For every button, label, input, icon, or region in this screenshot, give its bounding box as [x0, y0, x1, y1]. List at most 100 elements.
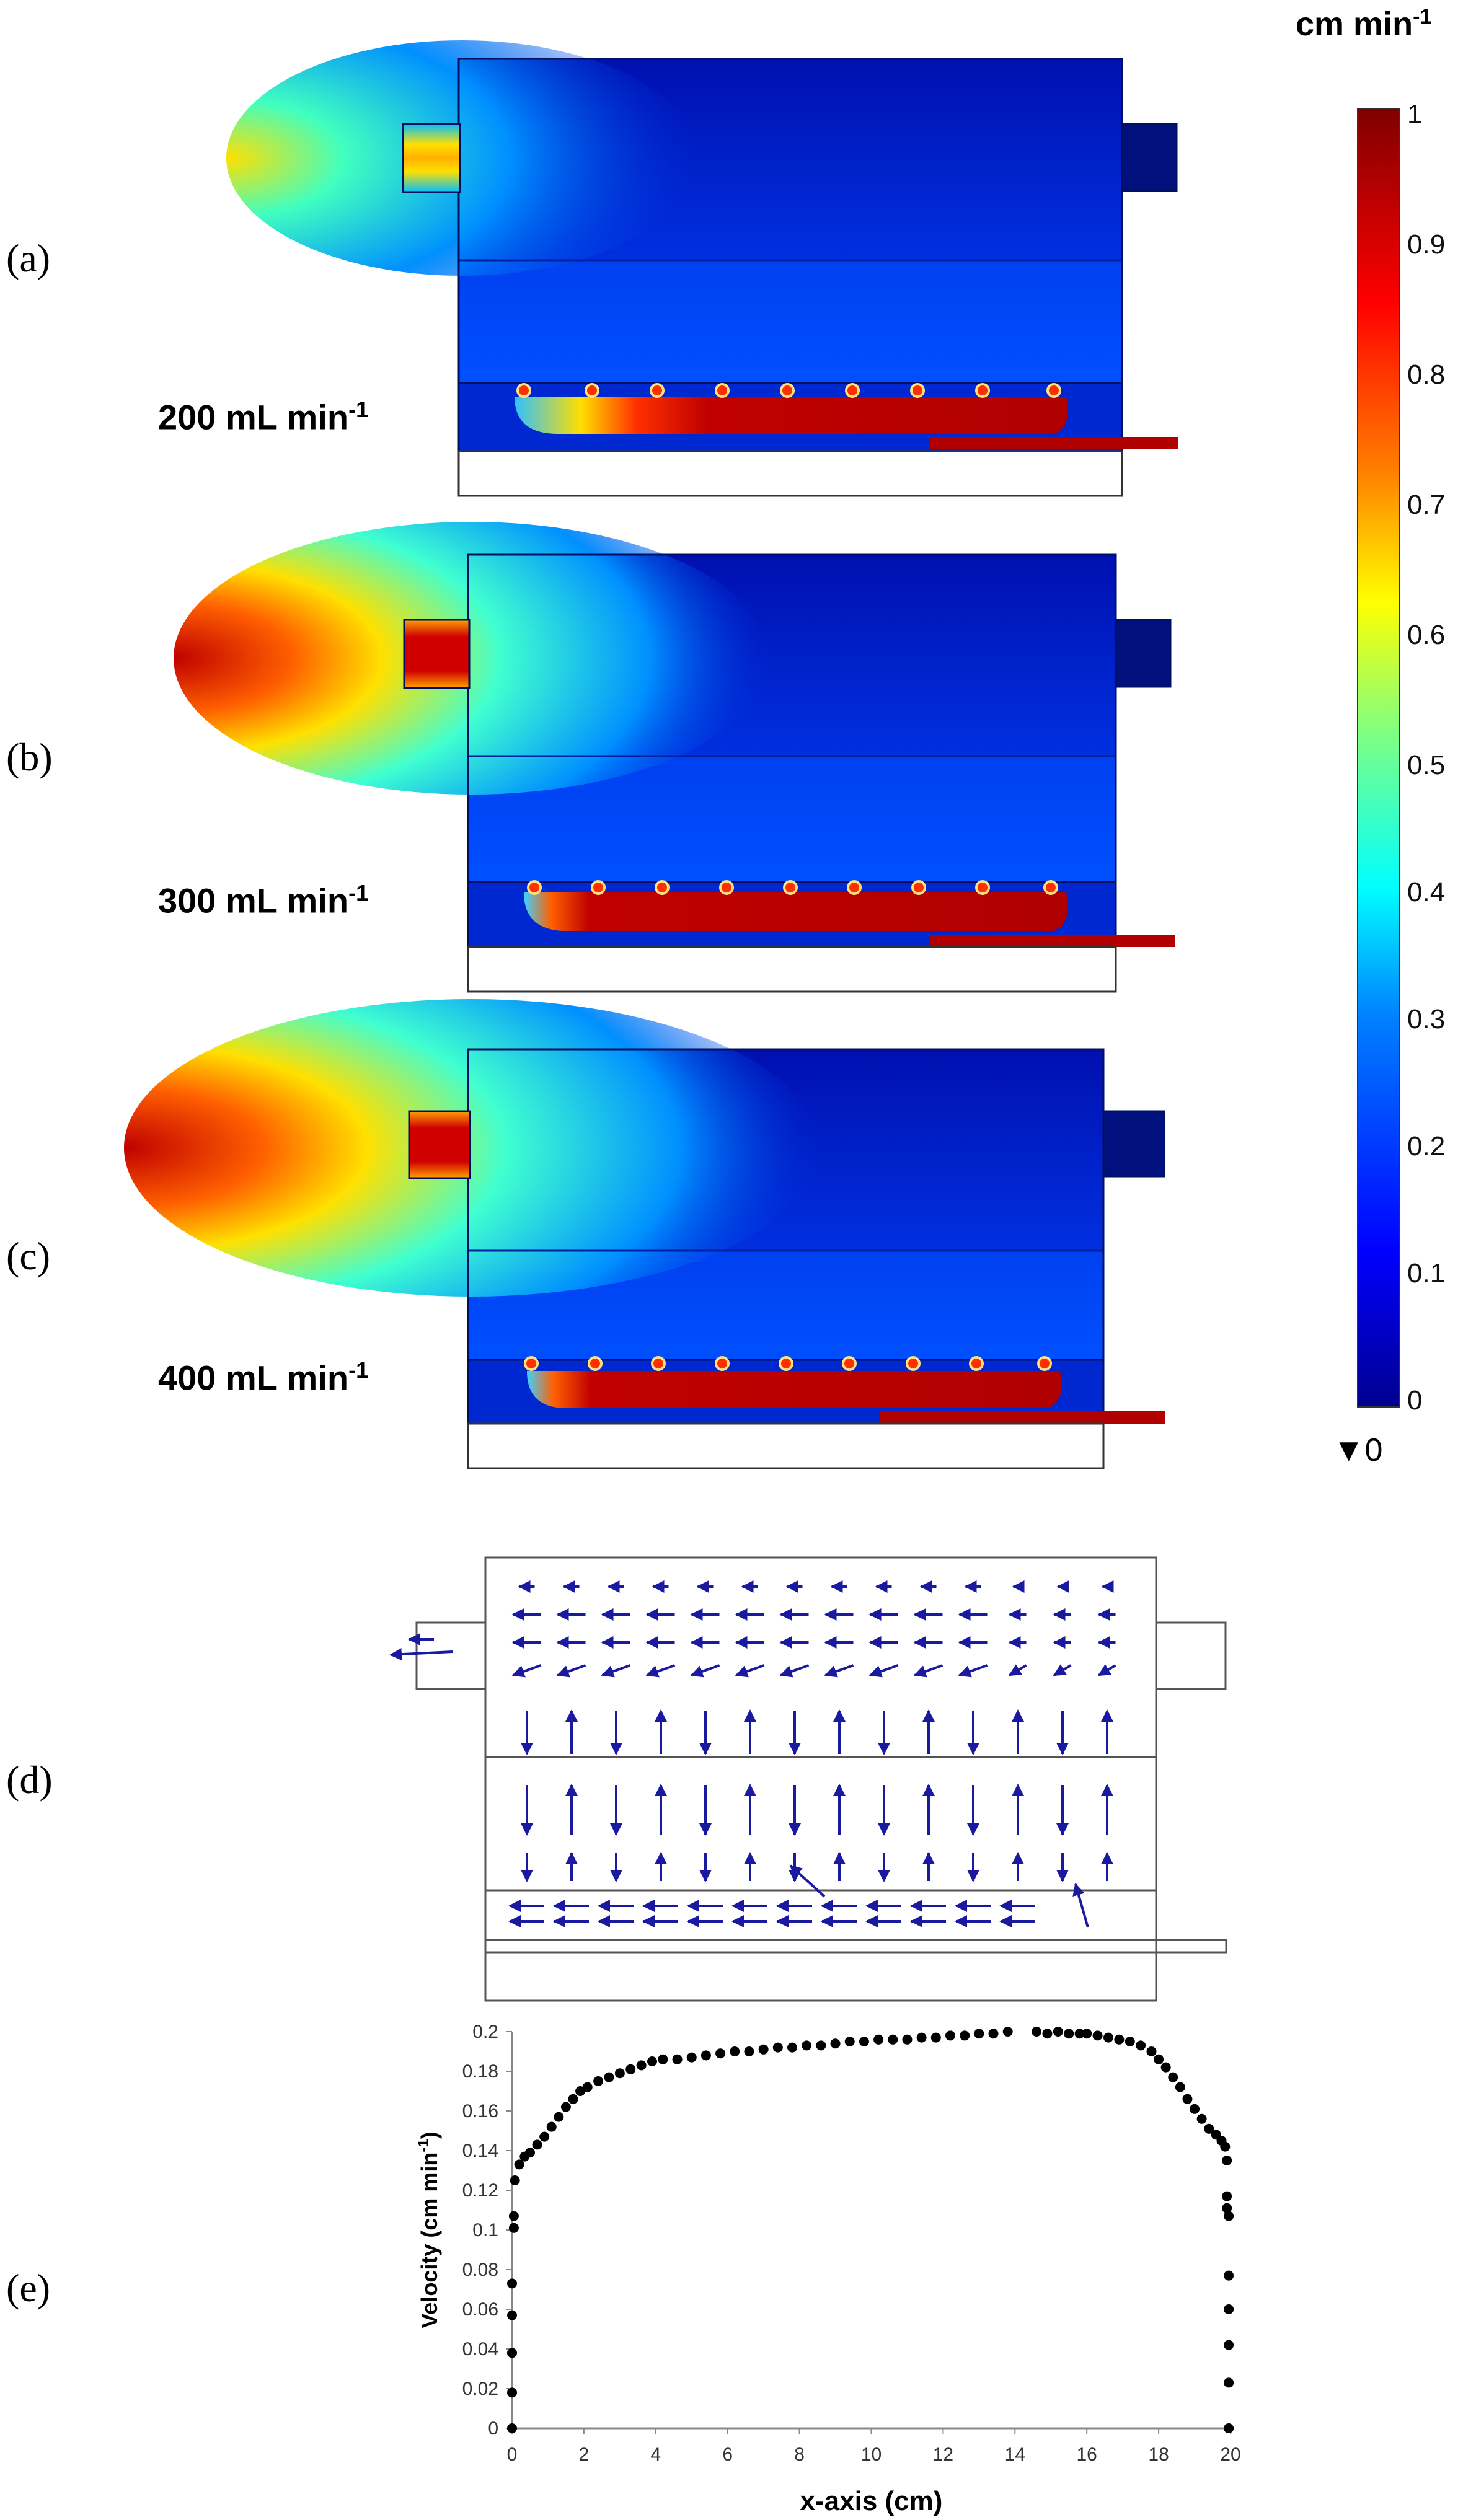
- data-point: [902, 2034, 913, 2045]
- data-point: [1224, 2340, 1234, 2350]
- data-point: [988, 2029, 999, 2039]
- x-tick-label: 14: [1005, 2444, 1025, 2465]
- data-point: [1064, 2029, 1074, 2039]
- data-point: [873, 2034, 884, 2045]
- flow-arrow: [389, 1648, 453, 1661]
- colorbar-tick-label: 0.5: [1407, 750, 1446, 780]
- flow-arrow: [511, 1664, 542, 1678]
- y-tick-label: 0.06: [462, 2299, 498, 2320]
- data-point: [1146, 2046, 1157, 2056]
- data-point: [1224, 2211, 1234, 2221]
- colorbar-tick-label: 0.4: [1407, 877, 1446, 907]
- colorbar-tick-label: 0.2: [1407, 1131, 1446, 1161]
- data-point: [830, 2038, 841, 2049]
- data-point: [1154, 2054, 1164, 2064]
- y-tick-label: 0.1: [472, 2220, 498, 2240]
- data-point: [1204, 2123, 1214, 2134]
- data-point: [604, 2072, 614, 2082]
- data-point: [1175, 2082, 1185, 2092]
- data-point: [647, 2056, 658, 2066]
- data-point: [1168, 2072, 1178, 2082]
- data-point: [1190, 2104, 1200, 2114]
- data-point: [672, 2054, 683, 2064]
- data-point: [560, 2102, 571, 2112]
- data-point: [1125, 2037, 1135, 2046]
- flow-arrow: [1053, 1664, 1072, 1676]
- data-point: [1224, 2423, 1234, 2433]
- data-point: [1092, 2030, 1103, 2041]
- data-point: [802, 2040, 812, 2051]
- data-point: [758, 2044, 769, 2055]
- x-tick-label: 20: [1220, 2444, 1240, 2465]
- contour-panel-a: [226, 40, 1178, 497]
- flow-arrow: [913, 1664, 943, 1678]
- data-point: [532, 2139, 542, 2150]
- flow-arrow: [1097, 1664, 1116, 1676]
- data-point: [614, 2068, 625, 2079]
- data-point: [1103, 2032, 1113, 2043]
- x-axis-label: x-axis (cm): [800, 2486, 943, 2516]
- data-point: [787, 2042, 798, 2053]
- y-tick-label: 0.2: [472, 2022, 498, 2042]
- flow-arrow: [601, 1664, 631, 1678]
- flow-arrow: [824, 1664, 854, 1678]
- data-point: [1136, 2040, 1146, 2051]
- flow-arrow: [789, 1864, 826, 1898]
- y-tick-label: 0.14: [462, 2141, 498, 2161]
- data-point: [1224, 2270, 1234, 2281]
- data-point: [1053, 2027, 1063, 2037]
- data-point: [507, 2310, 517, 2320]
- x-tick-label: 0: [507, 2444, 518, 2465]
- colorbar-title: cm min-1: [1296, 5, 1432, 43]
- data-point: [1222, 2191, 1232, 2201]
- data-point: [772, 2042, 783, 2053]
- flow-arrow: [779, 1664, 810, 1678]
- data-point: [593, 2076, 604, 2086]
- data-point: [568, 2094, 578, 2104]
- colorbar-tick-label: 0.6: [1407, 620, 1446, 650]
- x-tick-label: 6: [722, 2444, 733, 2465]
- data-point: [816, 2040, 826, 2051]
- flow-arrow: [645, 1664, 676, 1678]
- flow-label-300: 300 mL min-1: [158, 880, 369, 920]
- data-point: [859, 2037, 869, 2046]
- data-point: [744, 2046, 754, 2056]
- colorbar-tick-label: 0.8: [1407, 359, 1446, 390]
- flow-arrow: [868, 1664, 899, 1678]
- flow-arrow: [735, 1664, 765, 1678]
- data-point: [1222, 2156, 1232, 2165]
- data-point: [507, 2278, 517, 2289]
- data-point: [1220, 2141, 1231, 2152]
- data-point: [582, 2082, 593, 2092]
- data-point: [524, 2148, 535, 2158]
- data-point: [508, 2223, 519, 2233]
- data-point: [510, 2175, 520, 2185]
- colorbar: [1357, 108, 1400, 1408]
- flow-label-200: 200 mL min-1: [158, 397, 369, 437]
- panel-letter-a: (a): [6, 236, 51, 280]
- velocity-profile-chart: 0 2 4 6 8 10 12 14 16 18 20 0 0.02 0.04 0.06 0.08 0.1 0.1…: [415, 2022, 1241, 2516]
- data-point: [1002, 2027, 1013, 2037]
- data-point: [546, 2121, 557, 2132]
- data-point: [686, 2052, 697, 2063]
- x-tick-label: 16: [1077, 2444, 1097, 2465]
- x-tick-label: 12: [933, 2444, 953, 2465]
- data-point: [700, 2050, 711, 2061]
- data-point: [625, 2064, 636, 2074]
- colorbar-min-marker: ▼0: [1333, 1432, 1383, 1468]
- y-tick-label: 0.08: [462, 2260, 498, 2280]
- x-tick-label: 2: [579, 2444, 590, 2465]
- data-point: [1182, 2094, 1193, 2104]
- data-point: [507, 2348, 517, 2358]
- data-point: [636, 2060, 647, 2071]
- flow-arrow: [690, 1664, 720, 1678]
- data-point: [960, 2030, 970, 2041]
- data-point: [1114, 2034, 1125, 2045]
- y-tick-label: 0.04: [462, 2339, 498, 2359]
- data-point: [1032, 2027, 1042, 2037]
- panel-letter-e: (e): [6, 2266, 51, 2310]
- flow-label-400: 400 mL min-1: [158, 1357, 369, 1398]
- flow-arrow: [1072, 1883, 1089, 1928]
- y-axis-label: Velocity (cm min-1): [415, 2131, 442, 2328]
- data-point: [508, 2211, 519, 2221]
